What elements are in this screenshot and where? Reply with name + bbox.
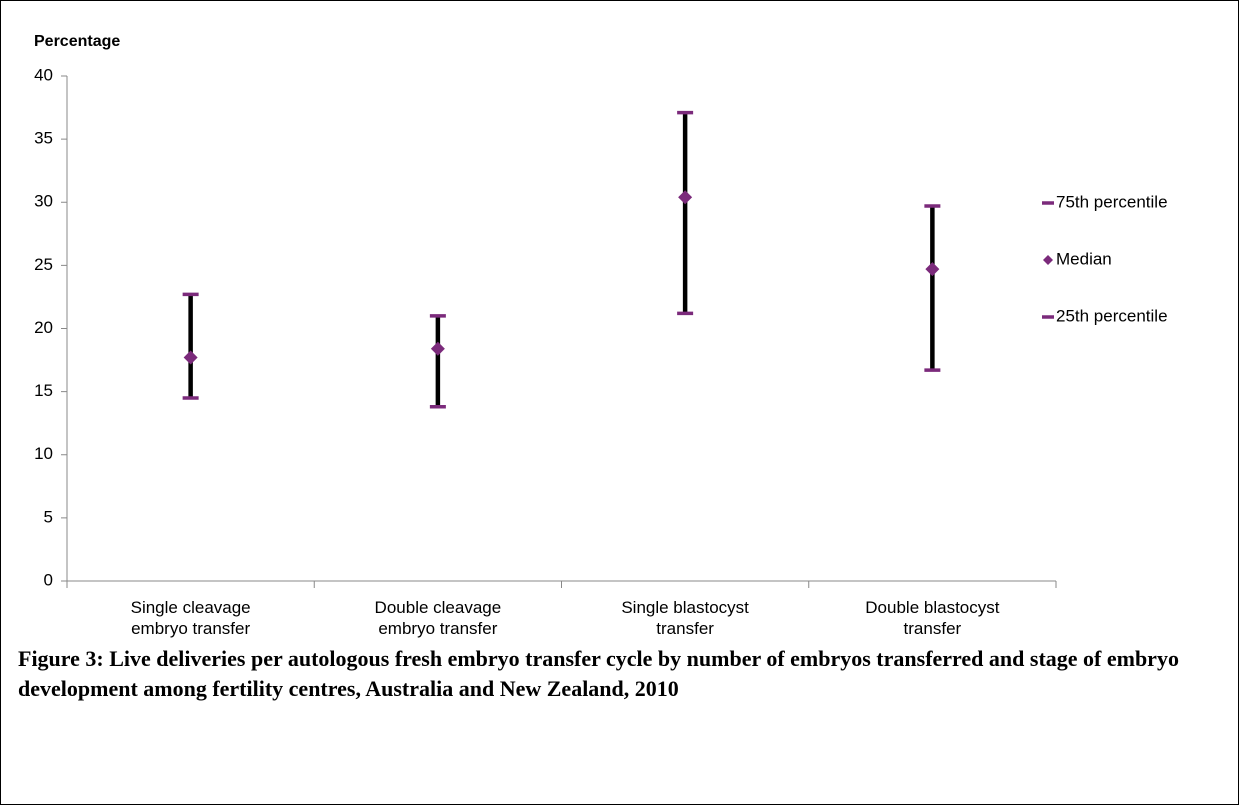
data-marker [183, 350, 198, 365]
y-tick-label: 25 [34, 255, 53, 274]
data-marker [678, 190, 693, 205]
y-tick-label: 10 [34, 444, 53, 463]
data-marker [430, 341, 445, 356]
x-tick-label: Double blastocyst transfer [865, 598, 1000, 638]
y-tick-label: 35 [34, 129, 53, 148]
y-tick-label: 5 [44, 507, 53, 526]
x-tick-label: Double cleavage embryo transfer [374, 598, 502, 638]
legend-marker [1043, 255, 1053, 265]
y-tick-label: 15 [34, 381, 53, 400]
legend-label: 75th percentile [1056, 192, 1168, 211]
y-tick-label: 30 [34, 192, 53, 211]
x-tick-label: Single cleavage embryo transfer [130, 598, 251, 638]
legend-label: 25th percentile [1056, 306, 1168, 325]
x-tick-label: Single blastocyst transfer [621, 598, 749, 638]
y-tick-label: 40 [34, 65, 53, 84]
legend-label: Median [1056, 249, 1112, 268]
data-marker [925, 262, 940, 277]
caption: Figure 3: Live deliveries per autologous… [18, 646, 1179, 701]
y-tick-label: 20 [34, 318, 53, 337]
y-tick-label: 0 [44, 570, 53, 589]
y-axis-label: Percentage [34, 33, 121, 50]
